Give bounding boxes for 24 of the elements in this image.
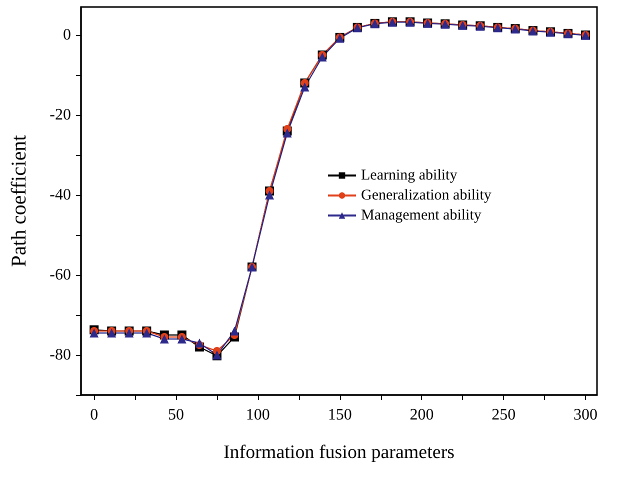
x-axis-title: Information fusion parameters — [223, 442, 455, 463]
y-tick-label: -40 — [50, 186, 71, 204]
point — [160, 334, 169, 344]
point — [90, 328, 99, 338]
y-tick-label: -60 — [50, 266, 71, 284]
point — [177, 334, 186, 344]
y-tick-label: -20 — [50, 106, 71, 124]
legend-label: Learning ability — [361, 168, 458, 184]
point — [194, 338, 204, 348]
x-tick-label: 0 — [90, 406, 98, 424]
legend-label: Management ability — [361, 208, 482, 224]
x-tick-label: 100 — [246, 406, 270, 424]
y-axis-title: Path coefficient — [6, 134, 30, 267]
x-tick-label: 150 — [328, 406, 352, 424]
x-tick-label: 300 — [574, 406, 598, 424]
legend-label: Generalization ability — [361, 188, 492, 204]
point — [265, 190, 274, 200]
point — [230, 326, 239, 336]
x-tick-label: 50 — [168, 406, 184, 424]
x-tick-label: 200 — [410, 406, 434, 424]
y-tick-label: 0 — [63, 26, 71, 44]
x-tick-label: 250 — [492, 406, 516, 424]
y-tick-label: -80 — [50, 346, 71, 364]
point — [300, 82, 310, 92]
